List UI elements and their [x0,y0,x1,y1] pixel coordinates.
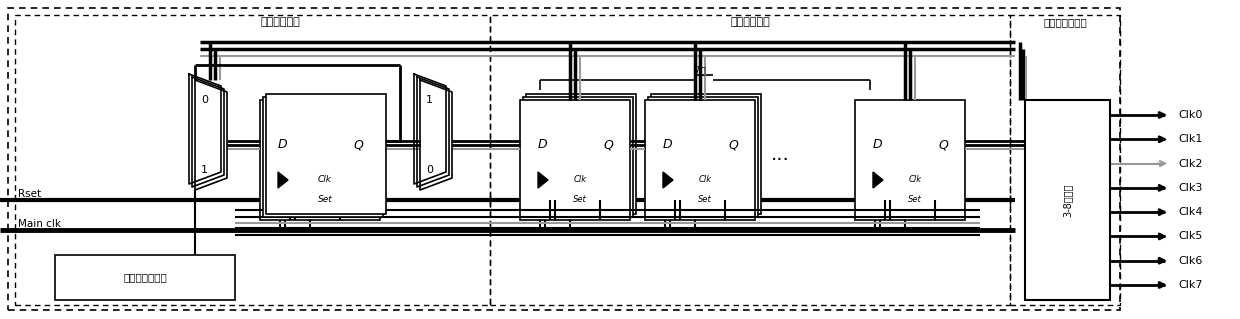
Text: 伪随机数发生器: 伪随机数发生器 [123,272,167,283]
Text: D: D [662,138,672,152]
Text: Set: Set [573,196,587,204]
Text: Clk: Clk [909,175,921,184]
Text: Clk: Clk [573,175,587,184]
Text: 0: 0 [427,165,433,175]
Bar [523,97,632,217]
Polygon shape [195,80,227,190]
Polygon shape [663,172,673,188]
Text: Set: Set [317,196,332,204]
Text: Clk7: Clk7 [1178,280,1203,290]
Bar [1011,15,1120,305]
Bar [490,15,1011,305]
Bar [651,94,761,214]
Bar [520,100,630,220]
Text: 3-8误码器: 3-8误码器 [1063,183,1073,217]
Polygon shape [873,172,883,188]
Text: Clk0: Clk0 [1178,110,1203,120]
Text: D: D [872,138,882,152]
Text: 编码队列模块: 编码队列模块 [730,17,770,27]
Polygon shape [192,77,224,187]
Bar [1025,100,1110,300]
Text: Set: Set [698,196,712,204]
Text: Clk2: Clk2 [1178,159,1203,168]
Polygon shape [414,74,446,184]
Bar [645,100,755,220]
Text: 随机编码模块: 随机编码模块 [260,17,300,27]
Polygon shape [278,172,288,188]
Bar [15,15,490,305]
Bar [267,94,386,214]
Polygon shape [420,80,453,190]
Polygon shape [538,172,548,188]
Text: Q: Q [603,138,613,152]
Text: Q: Q [728,138,738,152]
Text: Q: Q [939,138,947,152]
Bar [856,100,965,220]
Bar [7,8,1120,310]
Text: Set: Set [908,196,921,204]
Text: Clk5: Clk5 [1178,231,1203,241]
Text: Clk1: Clk1 [1178,134,1203,144]
Text: Clk: Clk [317,175,332,184]
Text: 7个: 7个 [693,65,707,75]
Bar [55,255,236,300]
Text: D: D [537,138,547,152]
Text: Rset: Rset [19,189,41,199]
Text: Clk3: Clk3 [1178,183,1203,193]
Bar [260,100,379,220]
Text: Clk: Clk [698,175,712,184]
Bar [526,94,636,214]
Polygon shape [188,74,221,184]
Text: Clk4: Clk4 [1178,207,1203,217]
Text: 1: 1 [427,95,433,105]
Text: ...: ... [770,145,790,165]
Text: 编码转时钟模块: 编码转时钟模块 [1043,17,1087,27]
Polygon shape [417,77,449,187]
Text: 1: 1 [201,165,208,175]
Text: D: D [278,138,286,152]
Text: Q: Q [353,138,363,152]
Text: 0: 0 [201,95,208,105]
Text: Clk6: Clk6 [1178,256,1203,266]
Text: Main clk: Main clk [19,219,61,229]
Bar [263,97,383,217]
Bar [649,97,758,217]
